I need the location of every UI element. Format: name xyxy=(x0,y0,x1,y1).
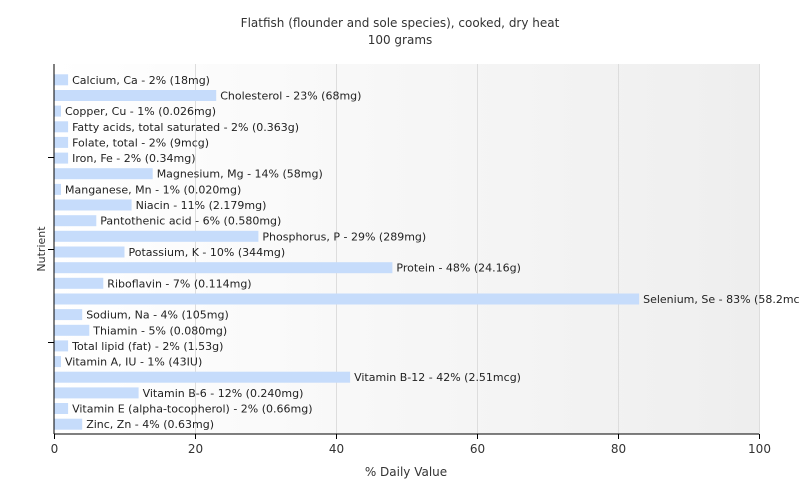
bar-20 xyxy=(54,387,139,399)
bar-14 xyxy=(54,293,640,305)
bar-label-10: Phosphorus, P - 29% (289mg) xyxy=(262,230,426,243)
bar-17 xyxy=(54,340,69,352)
bar-label-6: Magnesium, Mg - 14% (58mg) xyxy=(157,168,323,181)
bar-label-0: Calcium, Ca - 2% (18mg) xyxy=(72,74,210,87)
bar-label-16: Thiamin - 5% (0.080mg) xyxy=(92,324,227,337)
bar-label-13: Riboflavin - 7% (0.114mg) xyxy=(107,277,251,290)
bar-13 xyxy=(54,277,104,289)
bars-group xyxy=(54,74,640,430)
bar-label-5: Iron, Fe - 2% (0.34mg) xyxy=(72,152,195,165)
x-axis-label: % Daily Value xyxy=(365,465,447,479)
bar-22 xyxy=(54,418,83,430)
bar-label-20: Vitamin B-6 - 12% (0.240mg) xyxy=(143,387,304,400)
bar-8 xyxy=(54,199,132,211)
x-tick-label-100: 100 xyxy=(748,442,771,456)
bar-3 xyxy=(54,121,69,133)
bar-21 xyxy=(54,403,69,414)
x-axis-ticks: 0 20 40 60 80 100 xyxy=(51,434,771,456)
x-tick-label-60: 60 xyxy=(470,442,485,456)
x-tick-label-40: 40 xyxy=(329,442,344,456)
bar-19 xyxy=(54,371,351,383)
bar-label-4: Folate, total - 2% (9mcg) xyxy=(72,136,209,149)
bar-label-17: Total lipid (fat) - 2% (1.53g) xyxy=(71,340,223,353)
bar-label-2: Copper, Cu - 1% (0.026mg) xyxy=(65,105,216,118)
chart-title: Flatfish (flounder and sole species), co… xyxy=(241,16,560,30)
bar-12 xyxy=(54,262,393,274)
bar-label-22: Zinc, Zn - 4% (0.63mg) xyxy=(86,418,214,431)
y-axis-ticks xyxy=(48,157,54,343)
bar-6 xyxy=(54,168,153,180)
bar-18 xyxy=(54,356,61,368)
bar-1 xyxy=(54,90,217,101)
bar-11 xyxy=(54,246,125,258)
bar-label-14: Selenium, Se - 83% (58.2mcg) xyxy=(643,293,800,306)
bar-label-21: Vitamin E (alpha-tocopherol) - 2% (0.66m… xyxy=(72,403,312,416)
bar-15 xyxy=(54,309,83,321)
bar-0 xyxy=(54,74,69,86)
bar-label-12: Protein - 48% (24.16g) xyxy=(396,262,521,275)
bar-label-18: Vitamin A, IU - 1% (43IU) xyxy=(65,356,202,369)
bar-label-11: Potassium, K - 10% (344mg) xyxy=(129,246,286,259)
bar-5 xyxy=(54,152,69,164)
bar-label-1: Cholesterol - 23% (68mg) xyxy=(220,90,361,103)
bar-16 xyxy=(54,324,90,336)
bar-labels-group: Calcium, Ca - 2% (18mg) Cholesterol - 23%… xyxy=(65,74,800,431)
bar-label-3: Fatty acids, total saturated - 2% (0.363… xyxy=(72,121,299,134)
bar-label-15: Sodium, Na - 4% (105mg) xyxy=(86,309,229,322)
y-axis-label: Nutrient xyxy=(35,226,48,272)
chart-subtitle: 100 grams xyxy=(368,33,433,47)
x-tick-label-80: 80 xyxy=(611,442,626,456)
x-tick-label-20: 20 xyxy=(188,442,203,456)
bar-9 xyxy=(54,215,97,227)
bar-4 xyxy=(54,136,69,148)
bar-7 xyxy=(54,183,61,195)
bar-label-19: Vitamin B-12 - 42% (2.51mcg) xyxy=(354,371,521,384)
x-tick-label-0: 0 xyxy=(51,442,59,456)
bar-10 xyxy=(54,230,259,242)
bar-label-7: Manganese, Mn - 1% (0.020mg) xyxy=(65,183,241,196)
bar-label-9: Pantothenic acid - 6% (0.580mg) xyxy=(100,215,281,228)
bar-2 xyxy=(54,105,61,117)
bar-label-8: Niacin - 11% (2.179mg) xyxy=(136,199,267,212)
